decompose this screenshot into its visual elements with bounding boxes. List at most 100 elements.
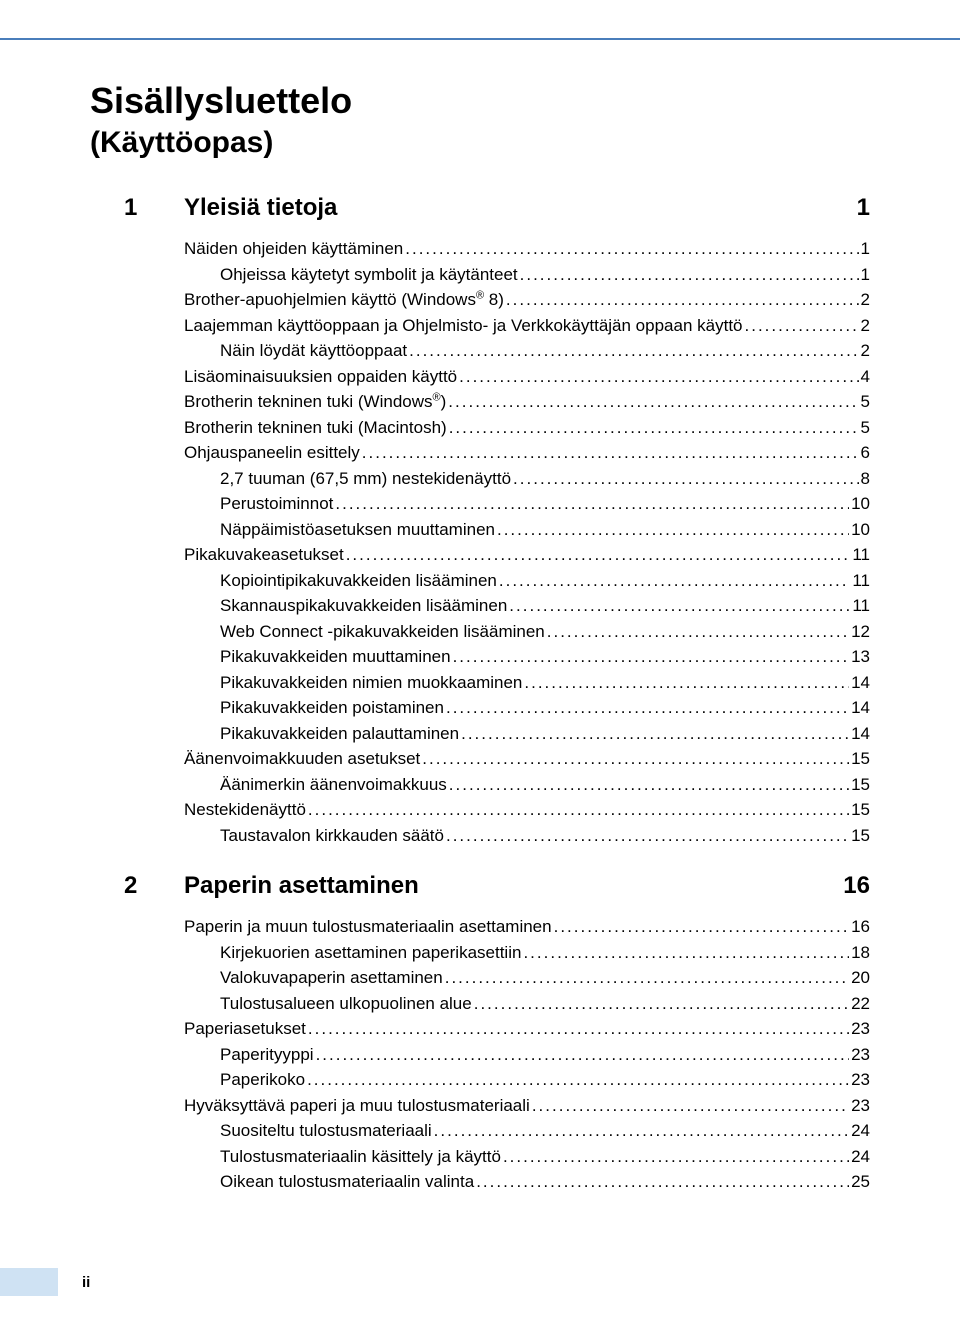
toc-entry: Brotherin tekninen tuki (Macintosh) 5 [184,415,870,441]
toc-leader-dots [422,746,849,772]
chapter-title: Yleisiä tietoja [184,194,857,222]
toc-entry-page: 10 [851,517,870,543]
toc-entry: Äänimerkin äänenvoimakkuus15 [184,772,870,798]
toc-list: Näiden ohjeiden käyttäminen1Ohjeissa käy… [90,236,870,848]
toc-entry-page: 24 [851,1144,870,1170]
toc-content: Sisällysluettelo (Käyttöopas) 1Yleisiä t… [0,40,960,1195]
title-main: Sisällysluettelo [90,80,870,122]
toc-leader-dots [461,721,849,747]
toc-leader-dots [745,313,859,339]
toc-entry-label: Näin löydät käyttöoppaat [220,338,407,364]
chapter-header: 1Yleisiä tietoja1 [90,194,870,222]
toc-entry: Kirjekuorien asettaminen paperikasettiin… [184,940,870,966]
toc-entry: Skannauspikakuvakkeiden lisääminen 11 [184,593,870,619]
toc-entry-label: Kopiointipikakuvakkeiden lisääminen [220,568,497,594]
toc-leader-dots [523,940,849,966]
toc-entry: Web Connect -pikakuvakkeiden lisääminen 1… [184,619,870,645]
toc-leader-dots [335,491,849,517]
toc-entry: Kopiointipikakuvakkeiden lisääminen11 [184,568,870,594]
toc-leader-dots [524,670,849,696]
chapter-header: 2Paperin asettaminen16 [90,872,870,900]
toc-entry: Äänenvoimakkuuden asetukset 15 [184,746,870,772]
toc-entry-label: Hyväksyttävä paperi ja muu tulostusmater… [184,1093,530,1119]
toc-entry-page: 23 [851,1016,870,1042]
toc-entry-page: 15 [851,797,870,823]
toc-entry-page: 5 [861,415,870,441]
toc-leader-dots [499,568,850,594]
toc-entry-page: 10 [851,491,870,517]
toc-entry-page: 1 [861,236,870,262]
toc-entry-page: 11 [852,542,870,568]
chapter-number: 1 [124,194,184,222]
toc-entry-label: Paperikoko [220,1067,305,1093]
toc-entry-page: 23 [851,1042,870,1068]
toc-leader-dots [474,991,849,1017]
toc-entry: Paperikoko 23 [184,1067,870,1093]
toc-entry: Oikean tulostusmateriaalin valinta25 [184,1169,870,1195]
toc-entry-page: 15 [851,772,870,798]
toc-leader-dots [434,1118,849,1144]
toc-entry-page: 14 [851,695,870,721]
toc-entry: Taustavalon kirkkauden säätö15 [184,823,870,849]
toc-leader-dots [547,619,849,645]
toc-entry: Perustoiminnot 10 [184,491,870,517]
toc-entry: Brother-apuohjelmien käyttö (Windows® 8)… [184,287,870,313]
toc-entry: Näin löydät käyttöoppaat2 [184,338,870,364]
toc-entry-label: Paperiasetukset [184,1016,306,1042]
toc-entry: Pikakuvakkeiden poistaminen 14 [184,695,870,721]
toc-entry-label: Nestekidenäyttö [184,797,306,823]
toc-leader-dots [520,262,859,288]
toc-entry-page: 23 [851,1067,870,1093]
top-border [0,0,960,40]
toc-entry-page: 15 [851,746,870,772]
toc-entry-label: Brother-apuohjelmien käyttö (Windows® 8) [184,287,504,313]
toc-entry: Laajemman käyttöoppaan ja Ohjelmisto- ja… [184,313,870,339]
toc-entry: Suositeltu tulostusmateriaali24 [184,1118,870,1144]
toc-entry-label: Perustoiminnot [220,491,333,517]
toc-entry-label: Skannauspikakuvakkeiden lisääminen [220,593,507,619]
toc-entry-label: Suositeltu tulostusmateriaali [220,1118,432,1144]
toc-leader-dots [445,965,849,991]
toc-leader-dots [446,823,849,849]
toc-entry: Paperityyppi23 [184,1042,870,1068]
toc-leader-dots [503,1144,849,1170]
toc-entry-label: Ohjauspaneelin esittely [184,440,360,466]
toc-entry-label: Brotherin tekninen tuki (Macintosh) [184,415,447,441]
toc-leader-dots [554,914,849,940]
toc-entry-page: 11 [852,593,870,619]
toc-entry-label: Web Connect -pikakuvakkeiden lisääminen [220,619,545,645]
toc-entry-page: 12 [851,619,870,645]
footer-bar [0,1268,58,1296]
toc-leader-dots [513,466,858,492]
toc-entry: Ohjeissa käytetyt symbolit ja käytänteet… [184,262,870,288]
toc-entry-page: 18 [851,940,870,966]
toc-entry: 2,7 tuuman (67,5 mm) nestekidenäyttö8 [184,466,870,492]
toc-entry-page: 15 [851,823,870,849]
toc-entry-page: 4 [861,364,870,390]
toc-entry: Valokuvapaperin asettaminen20 [184,965,870,991]
toc-entry-label: Paperin ja muun tulostusmateriaalin aset… [184,914,552,940]
toc-entry-page: 1 [861,262,870,288]
toc-entry: Pikakuvakkeiden nimien muokkaaminen14 [184,670,870,696]
toc-entry-page: 22 [851,991,870,1017]
toc-leader-dots [308,1016,849,1042]
toc-entry: Hyväksyttävä paperi ja muu tulostusmater… [184,1093,870,1119]
toc-leader-dots [506,287,859,313]
toc-entry-label: Pikakuvakkeiden nimien muokkaaminen [220,670,522,696]
toc-list: Paperin ja muun tulostusmateriaalin aset… [90,914,870,1195]
toc-leader-dots [405,236,858,262]
chapter-number: 2 [124,872,184,900]
toc-entry-label: Lisäominaisuuksien oppaiden käyttö [184,364,457,390]
toc-entry: Pikakuvakkeiden palauttaminen14 [184,721,870,747]
toc-entry-label: Brotherin tekninen tuki (Windows®) [184,389,446,415]
toc-leader-dots [509,593,850,619]
toc-leader-dots [362,440,859,466]
toc-leader-dots [346,542,851,568]
toc-leader-dots [308,797,849,823]
toc-leader-dots [409,338,858,364]
toc-entry: Tulostusmateriaalin käsittely ja käyttö2… [184,1144,870,1170]
toc-entry-label: Äänenvoimakkuuden asetukset [184,746,420,772]
toc-entry-label: Pikakuvakkeiden poistaminen [220,695,444,721]
toc-entry: Lisäominaisuuksien oppaiden käyttö 4 [184,364,870,390]
toc-leader-dots [476,1169,849,1195]
